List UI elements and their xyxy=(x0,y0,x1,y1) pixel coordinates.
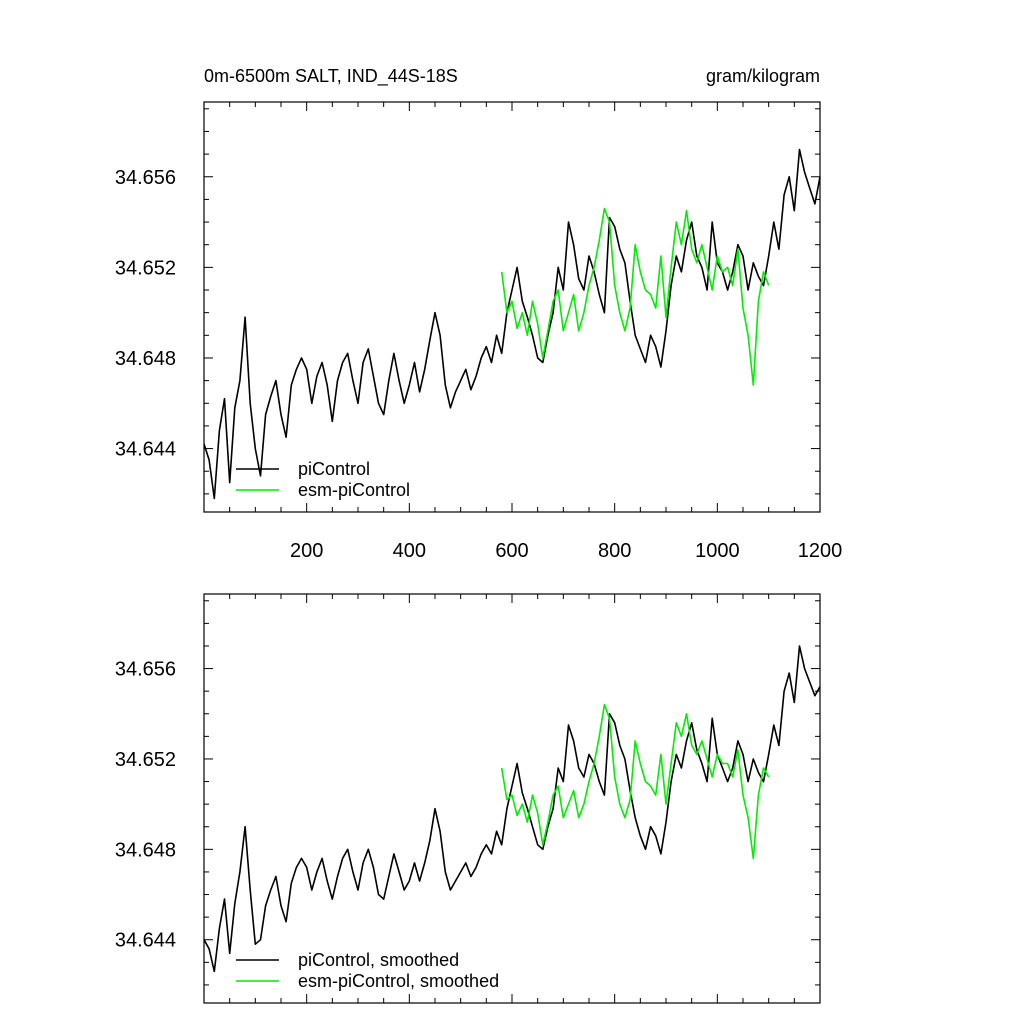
y-tick-label: 34.652 xyxy=(115,257,176,279)
x-tick-label: 200 xyxy=(290,540,323,562)
series-line-picontrol xyxy=(203,148,821,500)
y-tick-label: 34.644 xyxy=(115,930,176,952)
raw-panel: 200 400 600 800 1000 1200 34.644 34.648 34.652 34… xyxy=(115,101,843,562)
y-tick-label: 34.656 xyxy=(115,167,176,189)
x-tick-label: 400 xyxy=(393,540,426,562)
x-tick-label: 1000 xyxy=(695,540,740,562)
plot-frame xyxy=(203,593,821,1004)
y-tick-label: 34.644 xyxy=(115,439,176,461)
y-tick-label: 34.652 xyxy=(115,749,176,771)
series-line-picontrol-smoothed xyxy=(203,645,821,973)
legend-label: piControl, smoothed xyxy=(298,950,459,970)
units-label: gram/kilogram xyxy=(706,66,820,86)
y-tick-label: 34.648 xyxy=(115,839,176,861)
plot-frame xyxy=(203,101,821,513)
y-tick-label: 34.648 xyxy=(115,348,176,370)
x-tick-label: 800 xyxy=(598,540,631,562)
series-line-esm-picontrol-smoothed xyxy=(500,703,770,860)
y-tick-label: 34.656 xyxy=(115,659,176,681)
legend-label: piControl xyxy=(298,459,370,479)
x-tick-label: 600 xyxy=(495,540,528,562)
x-tick-label: 1200 xyxy=(798,540,843,562)
series-line-esm-picontrol xyxy=(500,207,770,386)
chart-title: 0m-6500m SALT, IND_44S-18S xyxy=(204,66,458,87)
smoothed-panel: 34.644 34.648 34.652 34.656 piControl, smoot… xyxy=(115,593,821,1004)
legend-label: esm-piControl, smoothed xyxy=(298,971,499,991)
legend-label: esm-piControl xyxy=(298,480,410,500)
